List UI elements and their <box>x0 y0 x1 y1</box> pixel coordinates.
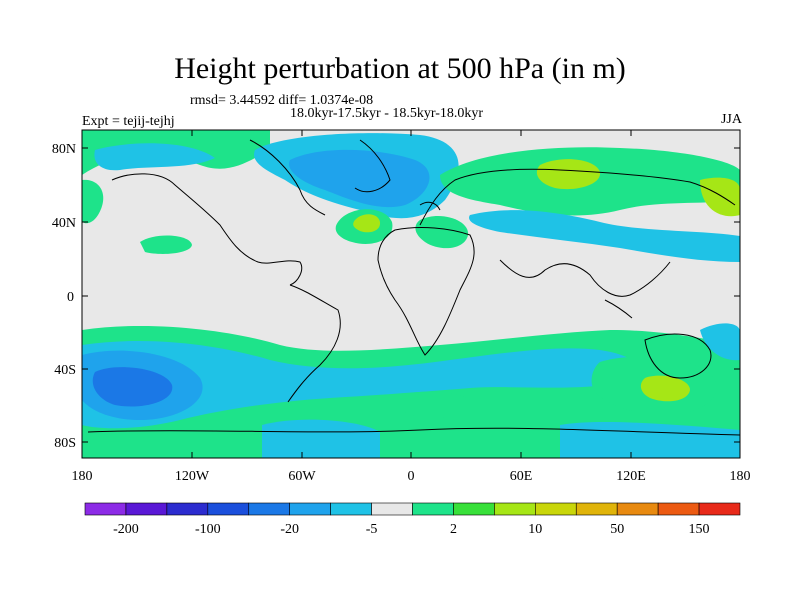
colorbar-label: 150 <box>689 522 710 537</box>
colorbar-labels: -200 -100 -20 -5 2 10 50 150 <box>113 522 709 537</box>
colorbar-cell <box>698 502 741 516</box>
lat-tick-80n: 80N <box>52 142 740 157</box>
colorbar-cell <box>84 502 127 516</box>
colorbar-cell <box>494 502 536 516</box>
lat-label-80s: 80S <box>54 436 76 451</box>
colorbar-label: -100 <box>195 522 221 537</box>
colorbar-cell <box>289 502 331 516</box>
lon-label-60e: 60E <box>510 469 533 484</box>
lat-label-0: 0 <box>67 290 74 305</box>
colorbar-label: 50 <box>610 522 624 537</box>
colorbar-label: -20 <box>280 522 299 537</box>
season-label: JJA <box>720 112 742 127</box>
lon-label-60w: 60W <box>288 469 316 484</box>
lon-tick-60e: 60E <box>510 130 533 484</box>
period-text: 18.0kyr-17.5kyr - 18.5kyr-18.0kyr <box>290 106 484 121</box>
colorbar-cell <box>330 502 372 516</box>
lon-tick-180-left: 180 <box>72 452 93 484</box>
contour-fills <box>82 130 740 458</box>
lon-label-0: 0 <box>408 469 415 484</box>
lon-tick-0: 0 <box>408 130 415 484</box>
stats-text: rmsd= 3.44592 diff= 1.0374e-08 <box>190 93 374 108</box>
coastlines <box>87 139 740 436</box>
experiment-label: Expt = tejij-tejhj <box>82 114 175 129</box>
lat-label-80n: 80N <box>52 142 76 157</box>
colorbar <box>84 502 741 516</box>
colorbar-cell <box>453 502 495 516</box>
lon-tick-60w: 60W <box>288 130 316 484</box>
lat-label-40n: 40N <box>52 216 76 231</box>
colorbar-cell <box>371 502 413 516</box>
lat-tick-80s: 80S <box>54 436 740 451</box>
colorbar-cell <box>166 502 209 516</box>
lon-tick-120w: 120W <box>175 130 210 484</box>
lon-label-120e: 120E <box>616 469 646 484</box>
colorbar-cell <box>575 502 618 516</box>
map-area <box>82 130 740 458</box>
colorbar-label: 10 <box>528 522 542 537</box>
colorbar-cell <box>125 502 168 516</box>
lat-tick-0: 0 <box>67 290 740 305</box>
lon-label-180-left: 180 <box>72 469 93 484</box>
latitude-ticks: 80N 40N 0 40S 80S <box>52 142 740 451</box>
colorbar-cell <box>207 502 250 516</box>
colorbar-cell <box>535 502 577 516</box>
colorbar-cell <box>248 502 290 516</box>
plot-title: Height perturbation at 500 hPa (in m) <box>174 52 626 85</box>
lat-tick-40s: 40S <box>54 363 740 378</box>
lon-tick-180-right: 180 <box>730 452 751 484</box>
colorbar-label: -5 <box>366 522 378 537</box>
lon-tick-120e: 120E <box>616 130 646 484</box>
longitude-ticks: 180 120W 60W 0 60E 120E 180 <box>72 130 751 484</box>
lon-label-180-right: 180 <box>730 469 751 484</box>
colorbar-cell <box>412 502 454 516</box>
colorbar-label: -200 <box>113 522 139 537</box>
colorbar-cell <box>657 502 700 516</box>
lon-label-120w: 120W <box>175 469 210 484</box>
colorbar-cell <box>616 502 659 516</box>
lat-tick-40n: 40N <box>52 216 740 231</box>
colorbar-label: 2 <box>450 522 457 537</box>
lat-label-40s: 40S <box>54 363 76 378</box>
